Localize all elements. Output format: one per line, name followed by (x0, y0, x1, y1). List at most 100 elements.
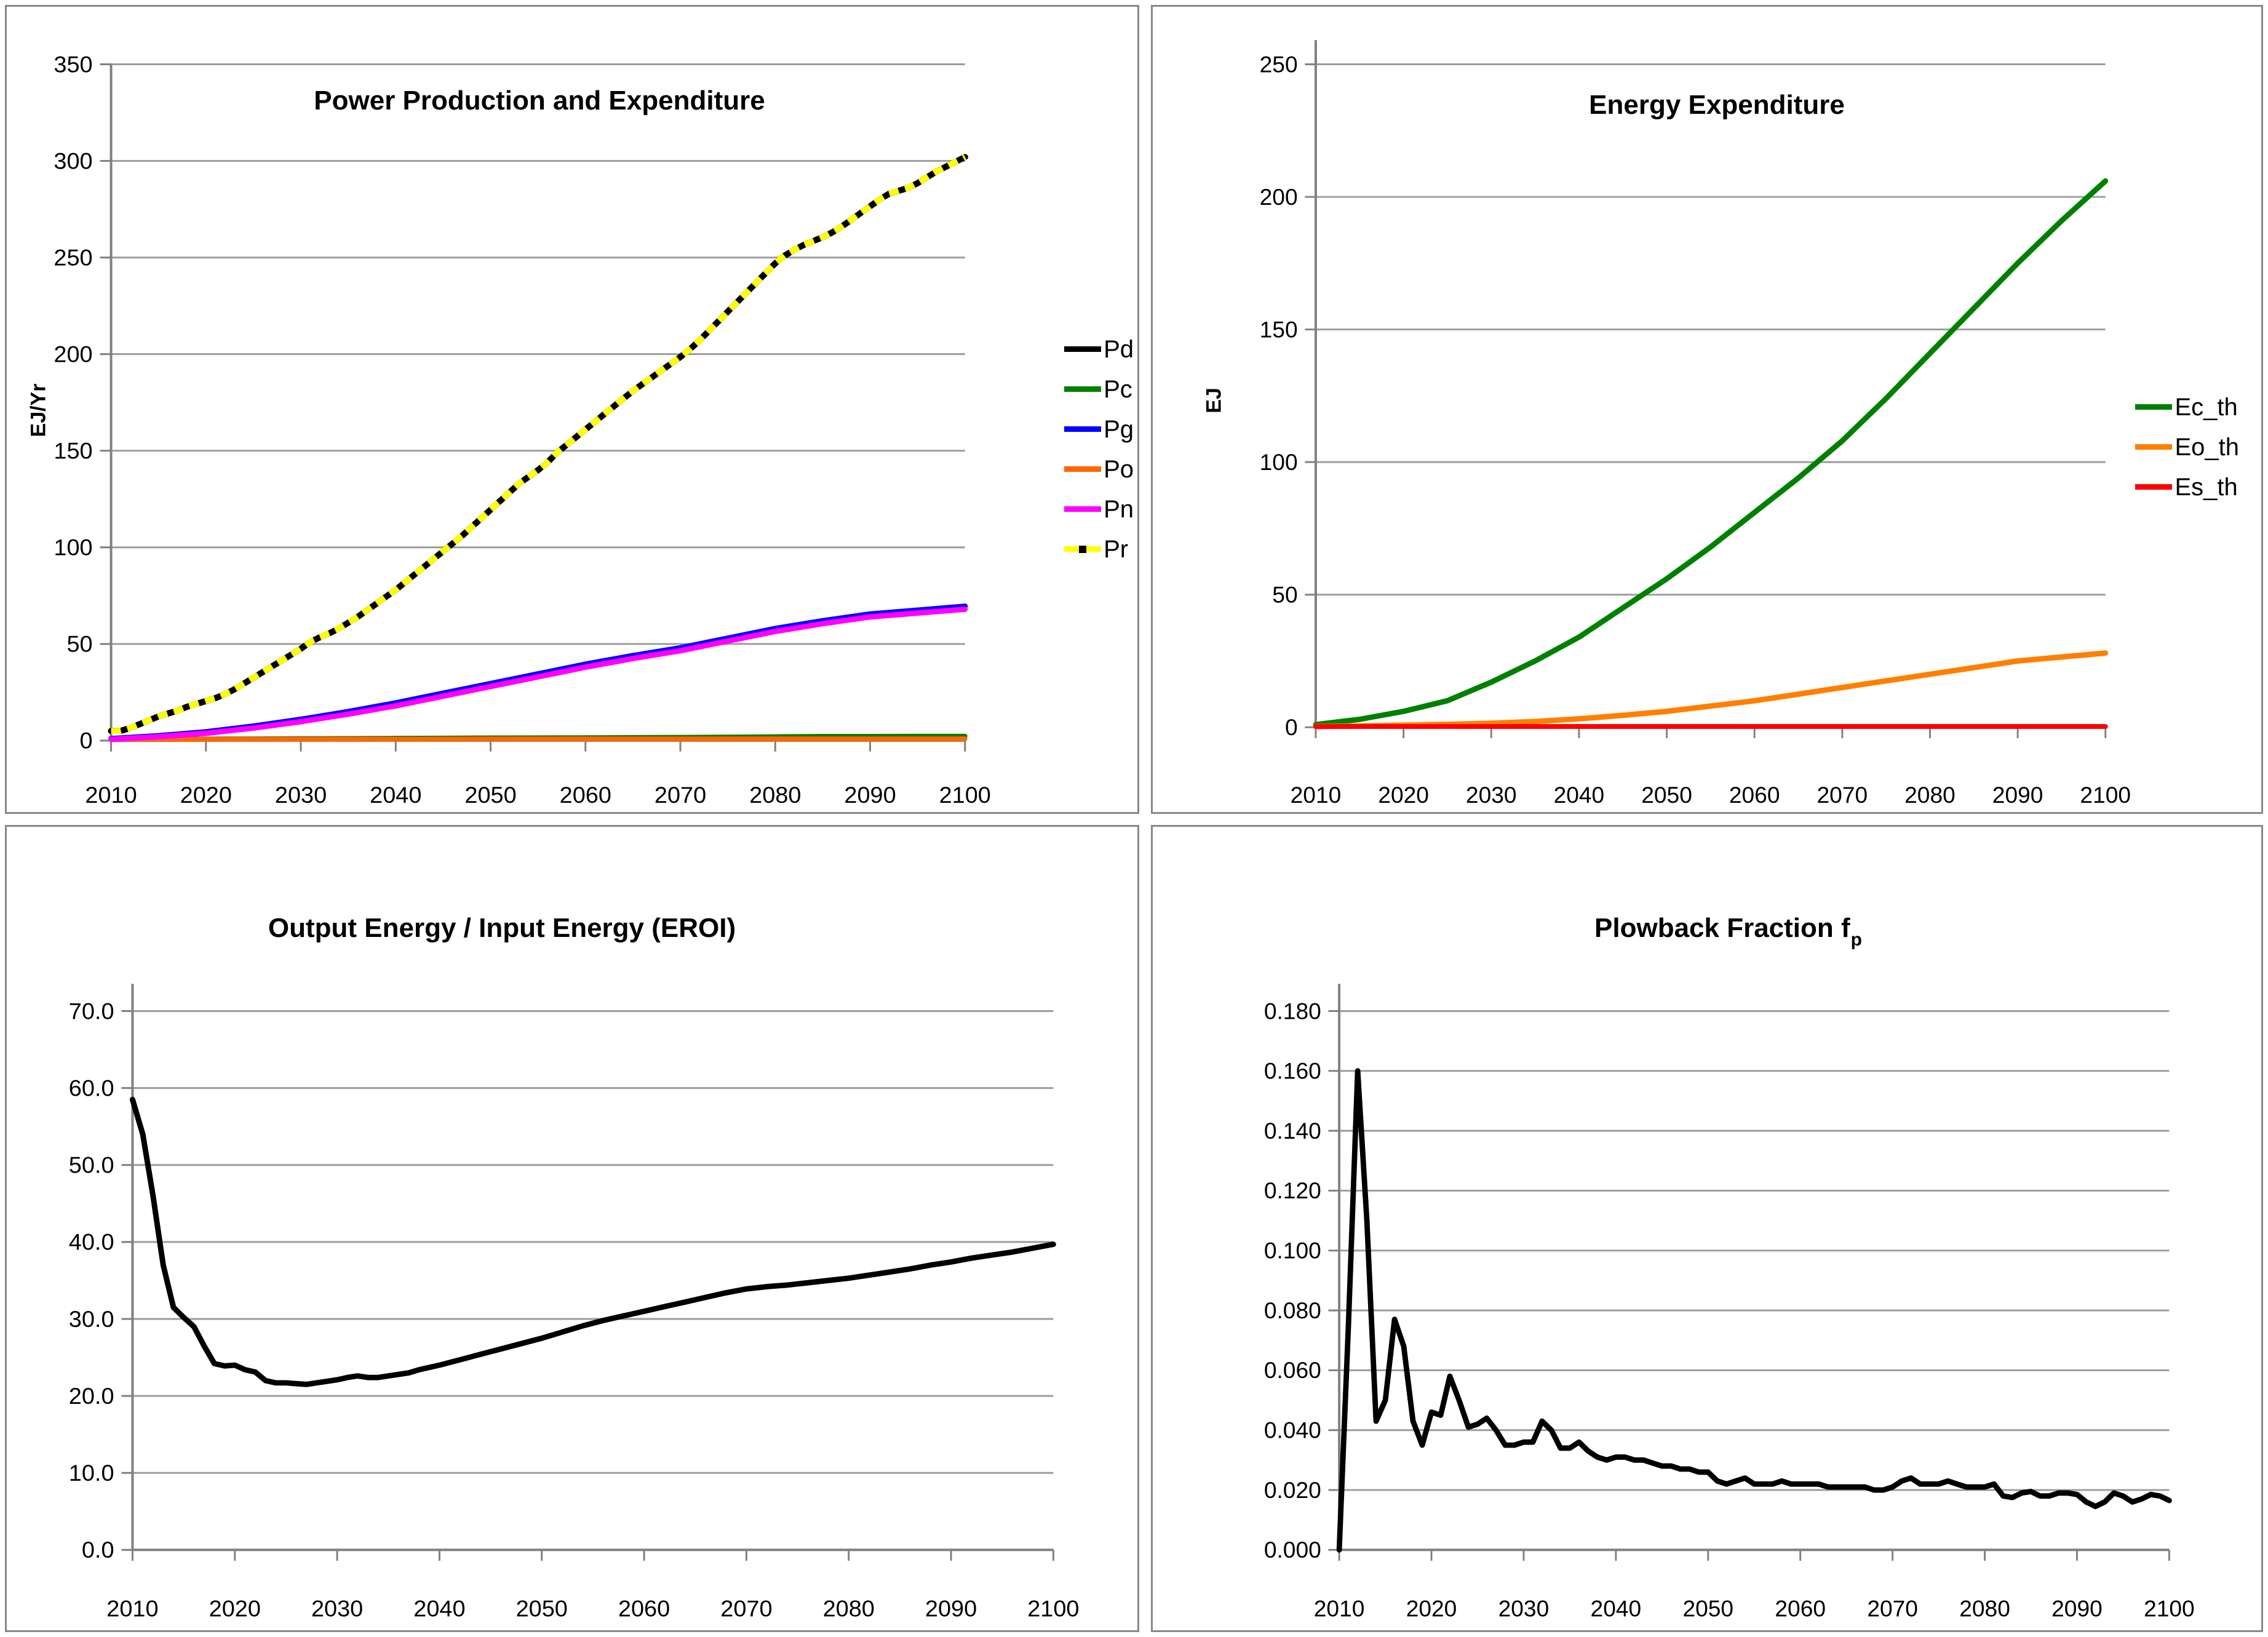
x-tick-label: 2050 (1682, 1595, 1733, 1621)
panel-power-production: 0 50 100 150 200 250 300 350 2010 2020 2030 2040 205… (5, 5, 1139, 814)
y-tick-label: 40.0 (69, 1229, 114, 1255)
legend-item-pg: Pg (1064, 409, 1134, 449)
x-tick-label: 2060 (560, 782, 611, 808)
y-tick-label: 0.040 (1264, 1417, 1321, 1443)
legend-label-pc: Pc (1104, 375, 1132, 403)
chart-title-eroi: Output Energy / Input Energy (EROI) (268, 913, 736, 943)
x-tick-label: 2030 (311, 1596, 363, 1622)
y-tick-label: 30.0 (69, 1306, 114, 1332)
plowback-fraction-chart-canvas: 0.000 0.020 0.040 0.060 0.080 0.100 0.120 0.140… (1264, 984, 2195, 1621)
y-tick-label: 150 (54, 438, 92, 464)
legend-swatch-po (1064, 466, 1102, 472)
legend-energy-expenditure: Ec_th Eo_th Es_th (2135, 387, 2239, 507)
legend-item-pr: Pr (1064, 529, 1134, 569)
y-tick-label: 250 (1260, 51, 1298, 77)
x-tick-label: 2080 (1904, 782, 1956, 808)
y-tick-label: 50 (1272, 581, 1297, 607)
x-tick-label: 2020 (209, 1596, 261, 1622)
chart-title-energy-expenditure: Energy Expenditure (1589, 90, 1845, 120)
legend-power-production: Pd Pc Pg Po Pn Pr (1064, 329, 1134, 569)
x-tick-label: 2010 (1291, 782, 1342, 808)
x-tick-label: 2090 (925, 1596, 977, 1622)
legend-label-ec-th: Ec_th (2174, 393, 2238, 421)
legend-item-pn: Pn (1064, 489, 1134, 529)
y-axis-label-ej: EJ (1202, 388, 1226, 413)
x-tick-label: 2010 (85, 782, 137, 808)
x-tick-label: 2040 (1591, 1595, 1642, 1621)
series-fp (1336, 1068, 2172, 1553)
y-tick-label: 100 (1260, 449, 1298, 475)
y-tick-label: 200 (1260, 184, 1298, 210)
x-tick-label: 2070 (1867, 1595, 1918, 1621)
legend-label-eo-th: Eo_th (2174, 433, 2239, 461)
series-Pn (108, 606, 968, 743)
x-tick-label: 2100 (2144, 1595, 2195, 1621)
y-tick-label: 0.100 (1264, 1237, 1321, 1263)
x-tick-label: 2040 (370, 782, 421, 808)
y-tick-label: 0.020 (1264, 1477, 1321, 1503)
chart-title-plowback-fraction: Plowback Fraction fp (1594, 913, 1862, 950)
legend-label-pr: Pr (1104, 535, 1129, 563)
x-tick-label: 2020 (1378, 782, 1429, 808)
y-tick-label: 0 (1285, 714, 1298, 740)
chart-title-plowback-subscript: p (1850, 930, 1862, 950)
y-tick-label: 70.0 (69, 998, 114, 1024)
legend-swatch-es-th (2135, 484, 2173, 490)
legend-swatch-ec-th (2135, 404, 2173, 410)
y-tick-label: 0.140 (1264, 1118, 1321, 1144)
legend-item-es-th: Es_th (2135, 467, 2239, 507)
x-tick-label: 2010 (1314, 1595, 1365, 1621)
x-tick-label: 2030 (275, 782, 327, 808)
legend-swatch-pg (1064, 426, 1102, 432)
chart-title-power-production: Power Production and Expenditure (314, 86, 765, 116)
y-tick-label: 100 (54, 535, 92, 560)
legend-swatch-pc (1064, 386, 1102, 392)
x-tick-label: 2060 (1729, 782, 1780, 808)
y-tick-label: 60.0 (69, 1075, 114, 1101)
x-tick-label: 2060 (1775, 1595, 1826, 1621)
y-tick-label: 0.000 (1264, 1537, 1321, 1563)
series-Pr (111, 154, 967, 735)
chart-title-plowback-main: Plowback Fraction f (1594, 913, 1850, 943)
y-tick-label: 300 (54, 148, 92, 174)
y-tick-label: 50.0 (69, 1152, 114, 1178)
x-tick-label: 2070 (1817, 782, 1868, 808)
x-tick-label: 2020 (1406, 1595, 1457, 1621)
y-tick-label: 150 (1260, 316, 1298, 342)
x-tick-label: 2090 (2051, 1595, 2103, 1621)
legend-marker-dot (1079, 545, 1087, 553)
eroi-chart-canvas: 0.0 10.0 20.0 30.0 40.0 50.0 60.0 70.0 2010 2020 2… (69, 984, 1080, 1622)
y-tick-label: 200 (54, 341, 92, 367)
y-axis-label-ej-yr: EJ/Yr (26, 383, 50, 437)
y-tick-label: 0.060 (1264, 1357, 1321, 1383)
y-tick-label: 0.080 (1264, 1297, 1321, 1323)
energy-expenditure-chart-canvas: 0 50 100 150 200 250 2010 2020 2030 2040 2050 2060 2… (1260, 40, 2131, 808)
x-tick-label: 2040 (1554, 782, 1605, 808)
x-tick-label: 2030 (1466, 782, 1517, 808)
x-tick-label: 2040 (413, 1596, 465, 1622)
x-tick-label: 2020 (180, 782, 232, 808)
legend-item-pd: Pd (1064, 329, 1134, 369)
x-tick-label: 2100 (939, 782, 991, 808)
panel-energy-expenditure: 0 50 100 150 200 250 2010 2020 2030 2040 2050 2060 2… (1151, 5, 2263, 814)
panel-eroi: 0.0 10.0 20.0 30.0 40.0 50.0 60.0 70.0 2010 2020 2… (5, 825, 1139, 1632)
x-tick-label: 2010 (106, 1596, 158, 1622)
x-tick-label: 2100 (2080, 782, 2131, 808)
y-tick-label: 0 (80, 728, 93, 754)
legend-item-pc: Pc (1064, 369, 1134, 409)
legend-label-es-th: Es_th (2174, 473, 2238, 501)
x-tick-label: 2030 (1498, 1595, 1550, 1621)
x-tick-label: 2070 (720, 1596, 772, 1622)
legend-label-pn: Pn (1104, 495, 1134, 523)
x-tick-label: 2080 (749, 782, 801, 808)
legend-item-ec-th: Ec_th (2135, 387, 2239, 427)
y-tick-label: 20.0 (69, 1383, 114, 1409)
y-tick-label: 350 (54, 52, 92, 78)
legend-item-po: Po (1064, 449, 1134, 489)
legend-swatch-pr (1064, 545, 1102, 553)
y-tick-label: 10.0 (69, 1460, 114, 1486)
power-production-chart-canvas: 0 50 100 150 200 250 300 350 2010 2020 2030 2040 205… (54, 52, 991, 808)
series-Pg (108, 603, 968, 742)
legend-label-po: Po (1104, 455, 1134, 483)
